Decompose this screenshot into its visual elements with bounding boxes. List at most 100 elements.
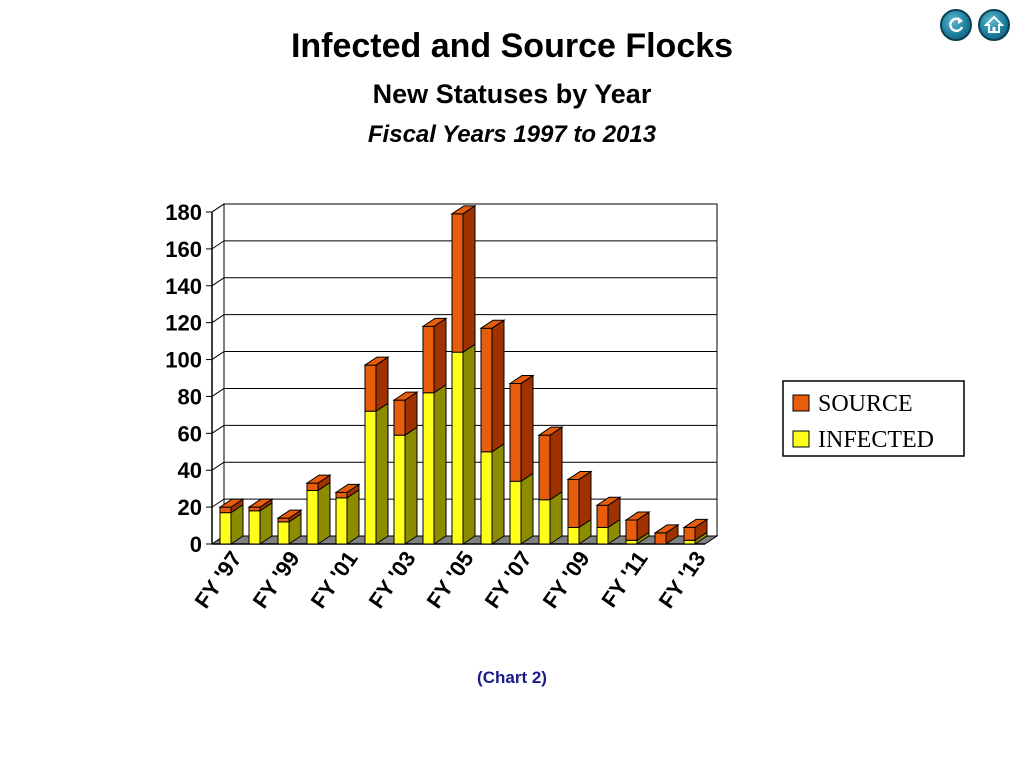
chart-caption: (Chart 2) — [477, 668, 547, 687]
bar-source-front — [567, 478, 580, 528]
bar-source-side — [462, 204, 476, 354]
bar-infected-side — [404, 426, 418, 545]
bar-infected-front — [422, 392, 435, 545]
bar-source-front — [451, 213, 464, 353]
title-block: Infected and Source Flocks New Statuses … — [0, 24, 1024, 152]
refresh-button[interactable] — [940, 9, 972, 41]
bar-source-front — [364, 364, 377, 412]
bar-infected-side — [491, 442, 505, 545]
bar-source-front — [654, 532, 667, 545]
bar-source-front — [422, 325, 435, 394]
bar-source-front — [335, 491, 348, 499]
bar-infected-front — [335, 497, 348, 545]
bar-source-top — [247, 498, 274, 508]
home-icon — [984, 15, 1004, 33]
plot-side-wall — [211, 203, 225, 545]
bar-infected-front — [306, 490, 319, 545]
bar-infected-front — [480, 451, 493, 545]
x-tick-label: FY '07 — [480, 547, 537, 613]
bar-infected-front — [596, 526, 609, 545]
bar-infected-side — [317, 481, 331, 545]
bar-source-side — [375, 356, 389, 413]
y-tick-label: 100 — [165, 348, 202, 373]
y-tick-label: 0 — [190, 532, 202, 557]
bar-infected-front — [683, 539, 696, 545]
gridline-side — [211, 240, 225, 250]
legend-label-infected: INFECTED — [818, 427, 934, 453]
gridline-side — [211, 314, 225, 324]
x-tick-label: FY '05 — [422, 547, 479, 613]
bar-source-front — [538, 434, 551, 501]
bar-infected-side — [549, 490, 563, 545]
chart-title: Infected and Source Flocks — [290, 27, 734, 65]
bar-source-side — [549, 426, 563, 501]
bar-source-top — [363, 356, 390, 366]
bar-source-front — [509, 383, 522, 482]
bar-source-top — [334, 483, 361, 493]
bar-source-top — [392, 391, 419, 401]
x-tick-label: FY '13 — [654, 547, 711, 613]
chart-subtitle: New Statuses by Year — [372, 79, 652, 109]
gridline-side — [211, 498, 225, 508]
bar-infected-front — [248, 510, 261, 545]
bar-source-top — [624, 511, 651, 521]
bar-source-top — [595, 496, 622, 506]
x-tick-label: FY '01 — [306, 547, 363, 613]
bar-source-top — [537, 426, 564, 436]
bar-infected-front — [219, 512, 232, 545]
gridline-side — [211, 351, 225, 360]
gridline-side — [211, 424, 225, 434]
bar-source-front — [625, 519, 638, 541]
legend-box — [782, 380, 965, 457]
bar-infected-front — [538, 499, 551, 545]
bar-source-front — [393, 399, 406, 436]
bar-source-top — [566, 470, 593, 480]
x-tick-label: FY '11 — [596, 547, 652, 612]
legend-swatch-infected — [792, 430, 810, 448]
bar-source-side — [433, 317, 447, 394]
bar-source-side — [520, 374, 534, 483]
bar-source-front — [596, 504, 609, 528]
bar-source-top — [276, 509, 303, 519]
home-button[interactable] — [978, 9, 1010, 41]
bar-source-side — [491, 319, 505, 453]
x-tick-label: FY '09 — [538, 547, 595, 613]
gridline-side — [211, 388, 225, 397]
bar-infected-side — [433, 383, 447, 545]
y-tick-label: 60 — [178, 421, 202, 446]
bar-infected-side — [520, 472, 534, 545]
bar-infected-front — [277, 521, 290, 545]
bar-infected-front — [567, 526, 580, 545]
y-tick-label: 120 — [165, 311, 202, 336]
bar-source-top — [450, 205, 477, 215]
refresh-icon — [949, 17, 964, 33]
legend-swatch-source — [792, 394, 810, 412]
y-tick-label: 180 — [165, 200, 202, 225]
y-tick-label: 20 — [178, 495, 202, 520]
y-tick-label: 140 — [165, 274, 202, 299]
x-tick-label: FY '03 — [364, 547, 421, 613]
bar-infected-front — [625, 539, 638, 545]
y-tick-label: 80 — [178, 384, 202, 409]
bar-infected-front — [393, 434, 406, 545]
bar-source-top — [653, 524, 680, 534]
y-tick-label: 40 — [178, 458, 202, 483]
bar-source-front — [219, 506, 232, 514]
bar-infected-side — [346, 488, 360, 545]
y-tick-label: 160 — [165, 237, 202, 262]
legend-label-source: SOURCE — [818, 391, 913, 417]
bar-infected-side — [375, 402, 389, 545]
bar-infected-front — [451, 351, 464, 545]
bar-source-top — [218, 498, 245, 508]
bar-source-front — [248, 506, 261, 512]
x-tick-label: FY '99 — [248, 547, 305, 613]
bar-source-top — [305, 474, 332, 484]
bar-source-top — [479, 319, 506, 329]
chart-subtitle-years: Fiscal Years 1997 to 2013 — [367, 121, 657, 148]
bar-source-front — [480, 327, 493, 453]
bar-infected-front — [509, 480, 522, 545]
bar-source-top — [682, 518, 709, 528]
bar-source-side — [578, 470, 592, 529]
bar-source-front — [683, 526, 696, 541]
